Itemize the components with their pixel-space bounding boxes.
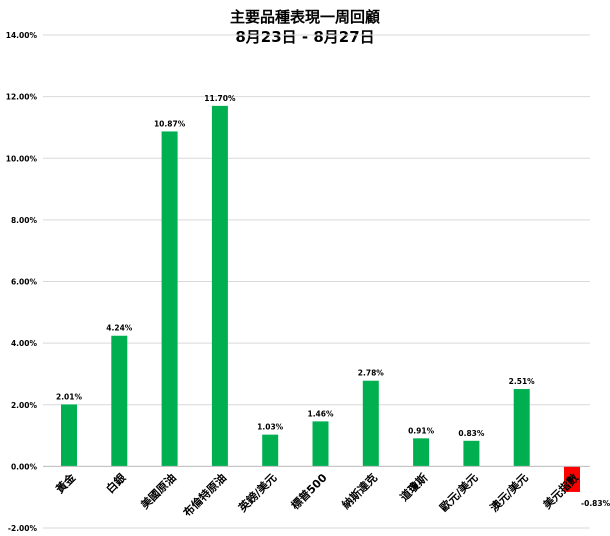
y-tick-label: 10.00% <box>6 154 38 163</box>
data-label: 2.51% <box>509 377 536 386</box>
data-label: 10.87% <box>154 119 186 128</box>
x-tick-label: 納斯達克 <box>339 471 380 512</box>
data-label: 4.24% <box>106 324 133 333</box>
bar <box>513 389 530 467</box>
y-tick-label: 4.00% <box>11 339 38 348</box>
bar <box>262 434 279 467</box>
x-tick-label: 布倫特原油 <box>180 471 229 520</box>
bar <box>161 131 178 467</box>
data-label: 1.03% <box>257 423 284 432</box>
x-tick-label: 澳元/美元 <box>487 471 531 515</box>
y-tick-label: 0.00% <box>11 462 38 471</box>
y-tick-label: 12.00% <box>6 93 38 102</box>
data-label: 2.01% <box>56 392 83 401</box>
bar <box>463 440 480 467</box>
x-tick-label: 黃金 <box>52 470 79 497</box>
bar <box>61 404 77 467</box>
y-tick-label: 2.00% <box>11 401 38 410</box>
data-label: 2.78% <box>358 369 385 378</box>
data-label: 0.91% <box>408 426 435 435</box>
chart-subtitle: 8月23日 - 8月27日 <box>235 28 375 46</box>
x-tick-label: 美國原油 <box>138 471 179 512</box>
bar <box>564 466 580 492</box>
bar <box>312 421 329 467</box>
x-tick-label: 白銀 <box>103 471 128 496</box>
data-label: 0.83% <box>458 429 485 438</box>
y-tick-label: 6.00% <box>11 278 38 287</box>
x-tick-label: 英鎊/美元 <box>235 471 280 516</box>
y-tick-label: 8.00% <box>11 216 38 225</box>
x-tick-label: 標普500 <box>288 470 330 512</box>
x-tick-label: 歐元/美元 <box>437 471 481 515</box>
bar <box>413 438 430 467</box>
bar <box>111 335 128 467</box>
data-label: -0.83% <box>581 499 610 508</box>
y-tick-label: 14.00% <box>6 31 38 40</box>
data-label: 1.46% <box>307 409 334 418</box>
y-tick-label: -2.00% <box>8 524 38 533</box>
bar <box>362 380 379 467</box>
x-tick-label: 道瓊斯 <box>397 471 430 504</box>
bar <box>211 105 228 467</box>
chart-title: 主要品種表現一周回顧 <box>229 8 380 26</box>
data-label: 11.70% <box>204 94 236 103</box>
